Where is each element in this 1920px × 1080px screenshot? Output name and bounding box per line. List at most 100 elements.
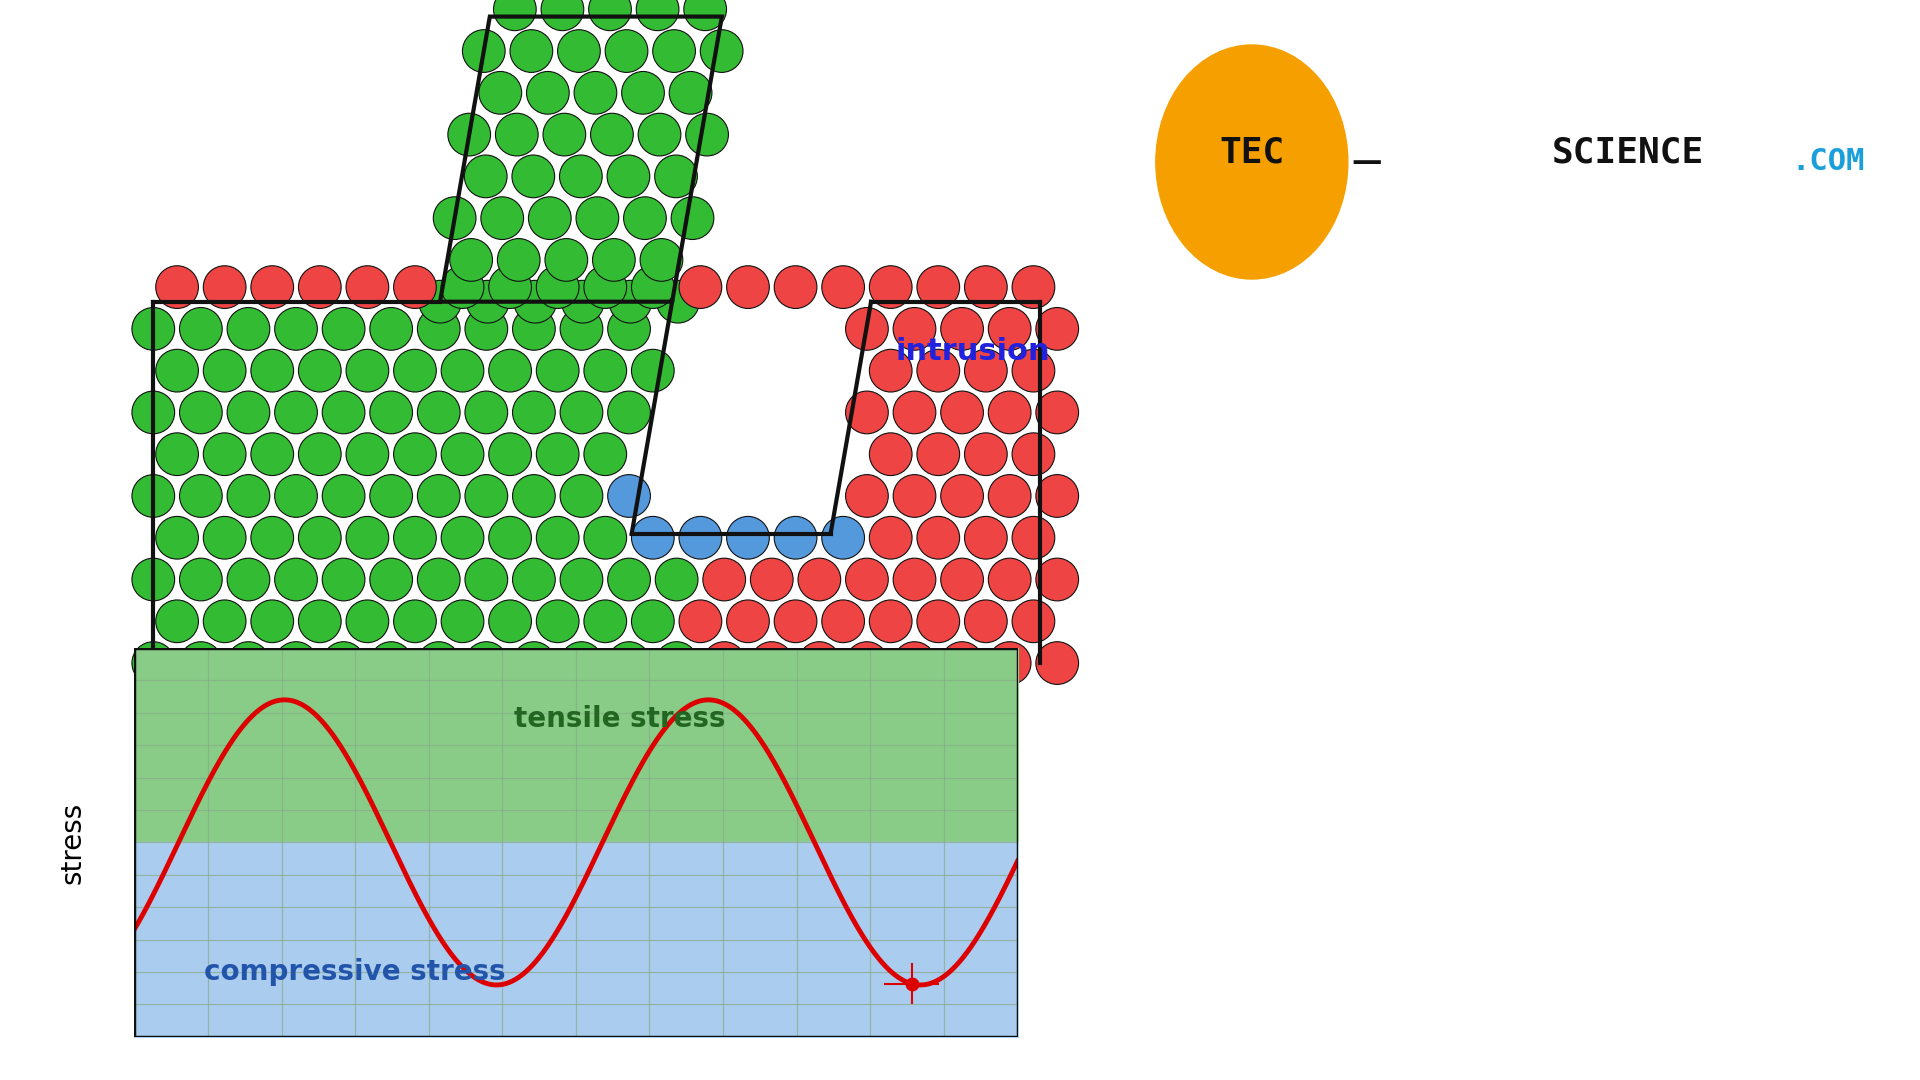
Circle shape (561, 474, 603, 517)
Circle shape (653, 30, 695, 72)
Circle shape (609, 642, 651, 685)
Circle shape (989, 391, 1031, 434)
Circle shape (593, 239, 636, 281)
Text: stress: stress (60, 801, 86, 883)
Circle shape (227, 558, 271, 600)
Circle shape (394, 266, 436, 309)
Circle shape (1156, 45, 1348, 279)
Circle shape (989, 558, 1031, 600)
Circle shape (204, 433, 246, 475)
Circle shape (442, 349, 484, 392)
Circle shape (870, 433, 912, 475)
Circle shape (346, 266, 388, 309)
Circle shape (394, 516, 436, 559)
Circle shape (632, 600, 674, 643)
Circle shape (371, 642, 413, 685)
Circle shape (463, 30, 505, 72)
Circle shape (493, 0, 536, 30)
Circle shape (1012, 516, 1054, 559)
Circle shape (870, 600, 912, 643)
Circle shape (536, 266, 580, 309)
Circle shape (419, 281, 461, 323)
Circle shape (204, 600, 246, 643)
Circle shape (442, 266, 484, 309)
Circle shape (680, 516, 722, 559)
Circle shape (275, 558, 317, 600)
Circle shape (870, 349, 912, 392)
Circle shape (1037, 558, 1079, 600)
Circle shape (541, 0, 584, 30)
Text: TEC: TEC (1219, 136, 1284, 170)
Circle shape (1037, 474, 1079, 517)
Circle shape (465, 642, 507, 685)
Circle shape (513, 558, 555, 600)
Circle shape (870, 266, 912, 309)
Circle shape (371, 308, 413, 350)
Circle shape (941, 474, 983, 517)
Circle shape (774, 266, 816, 309)
Circle shape (132, 308, 175, 350)
Circle shape (774, 516, 816, 559)
Circle shape (417, 642, 461, 685)
Circle shape (655, 558, 699, 600)
Circle shape (1012, 349, 1054, 392)
Text: .COM: .COM (1791, 148, 1864, 176)
Circle shape (609, 558, 651, 600)
Circle shape (513, 156, 555, 198)
Circle shape (543, 113, 586, 156)
Circle shape (346, 516, 388, 559)
Circle shape (132, 474, 175, 517)
Circle shape (490, 433, 532, 475)
Circle shape (655, 156, 697, 198)
Circle shape (609, 474, 651, 517)
Circle shape (584, 600, 626, 643)
Circle shape (726, 266, 770, 309)
Circle shape (1012, 266, 1054, 309)
Circle shape (1037, 391, 1079, 434)
Circle shape (941, 558, 983, 600)
Circle shape (346, 433, 388, 475)
Circle shape (323, 308, 365, 350)
Circle shape (478, 71, 522, 114)
Circle shape (576, 197, 618, 240)
Circle shape (465, 558, 507, 600)
Text: extrusion: extrusion (509, 0, 703, 3)
Circle shape (607, 156, 649, 198)
Circle shape (799, 558, 841, 600)
Circle shape (561, 281, 605, 323)
Circle shape (701, 30, 743, 72)
Circle shape (557, 30, 601, 72)
Circle shape (156, 349, 198, 392)
Circle shape (179, 642, 223, 685)
Circle shape (561, 391, 603, 434)
Circle shape (132, 391, 175, 434)
Circle shape (227, 391, 271, 434)
Circle shape (497, 239, 540, 281)
Circle shape (845, 308, 889, 350)
Circle shape (323, 558, 365, 600)
Circle shape (536, 516, 580, 559)
Circle shape (323, 642, 365, 685)
Circle shape (726, 516, 770, 559)
Circle shape (774, 600, 816, 643)
Circle shape (609, 281, 651, 323)
Circle shape (298, 433, 342, 475)
Circle shape (941, 642, 983, 685)
Circle shape (513, 474, 555, 517)
Circle shape (545, 239, 588, 281)
Circle shape (179, 391, 223, 434)
Circle shape (371, 558, 413, 600)
Circle shape (490, 516, 532, 559)
Circle shape (513, 391, 555, 434)
Circle shape (490, 349, 532, 392)
Circle shape (298, 266, 342, 309)
Circle shape (751, 642, 793, 685)
Circle shape (655, 642, 699, 685)
Circle shape (204, 266, 246, 309)
Circle shape (845, 391, 889, 434)
Circle shape (252, 349, 294, 392)
Circle shape (870, 516, 912, 559)
Circle shape (1012, 600, 1054, 643)
Circle shape (179, 558, 223, 600)
Circle shape (559, 156, 603, 198)
